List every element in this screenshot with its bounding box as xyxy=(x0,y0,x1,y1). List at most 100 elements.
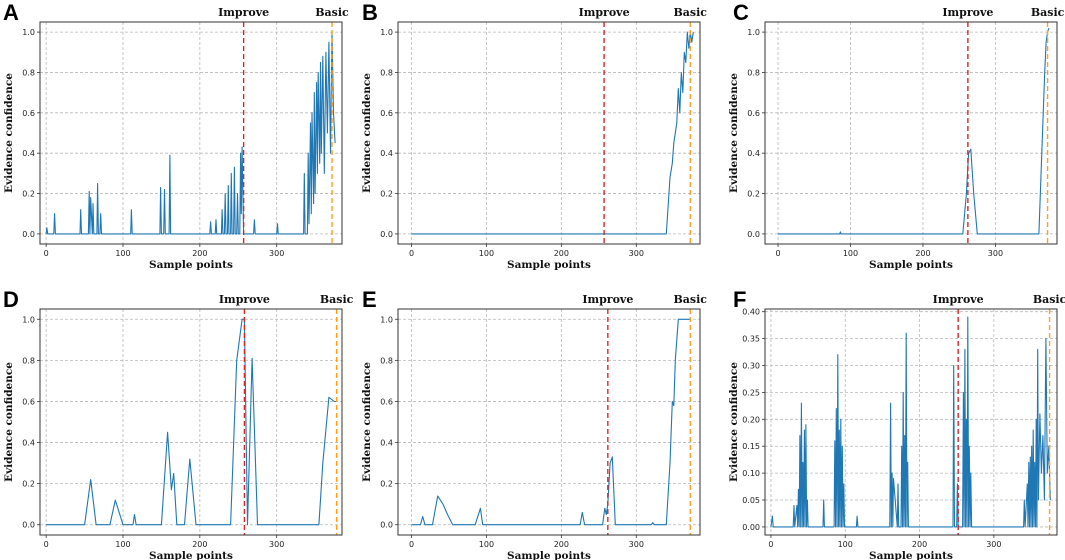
series-line-evidence xyxy=(45,31,336,235)
x-axis-label: Sample points xyxy=(869,259,953,271)
y-tick-label: 0.8 xyxy=(22,68,35,77)
marker-label-basic: Basic xyxy=(1031,6,1065,19)
marker-label-basic: Basic xyxy=(674,6,708,19)
chart-panel-e: E 0 100 200 300 0.0 0.2 0.4 0.6 0.8 1.0 Improve Basi… xyxy=(361,287,707,560)
y-tick-label: 0.0 xyxy=(380,521,393,530)
y-tick-label: 1.0 xyxy=(747,28,760,37)
x-tick-label: 0 xyxy=(409,540,414,549)
y-tick-label: 0.6 xyxy=(22,109,35,118)
y-tick-label: 0.2 xyxy=(380,480,393,489)
y-tick-label: 0.30 xyxy=(742,362,760,371)
x-tick-label: 300 xyxy=(629,540,644,549)
x-tick-label: 0 xyxy=(44,540,49,549)
y-tick-label: 0.35 xyxy=(742,335,760,344)
y-tick-label: 1.0 xyxy=(380,315,393,324)
marker-label-improve: Improve xyxy=(933,293,984,306)
panel-letter: E xyxy=(362,287,377,312)
x-tick-label: 200 xyxy=(554,540,569,549)
series-line-evidence xyxy=(46,318,337,526)
y-tick-label: 0.10 xyxy=(742,469,760,478)
y-tick-label: 0.0 xyxy=(747,230,760,239)
panel-letter: C xyxy=(733,0,749,25)
x-tick-label: 300 xyxy=(988,249,1003,258)
plot-frame xyxy=(764,308,1058,536)
x-tick-label: 100 xyxy=(115,249,130,258)
series-line-evidence xyxy=(770,316,1051,528)
x-tick-label: 200 xyxy=(915,249,930,258)
y-axis-label: Evidence confidence xyxy=(361,73,373,193)
series-line-evidence xyxy=(411,31,694,235)
x-tick-label: 0 xyxy=(44,249,49,258)
chart-panel-f: F 0 100 200 300 0.00 0.05 0.10 0.15 0.20 0.25 0.30 0… xyxy=(728,287,1065,560)
y-axis-label: Evidence confidence xyxy=(361,362,373,482)
chart-panel-d: D 0 100 200 300 0.0 0.2 0.4 0.6 0.8 1.0 Improve Basi… xyxy=(3,287,354,560)
x-tick-label: 100 xyxy=(479,540,494,549)
y-tick-label: 0.20 xyxy=(742,415,760,424)
y-tick-label: 0.15 xyxy=(742,442,760,451)
panel-letter: F xyxy=(733,287,746,312)
y-axis-label: Evidence confidence xyxy=(3,73,15,193)
marker-label-improve: Improve xyxy=(942,6,993,19)
y-tick-label: 0.6 xyxy=(22,397,35,406)
y-axis-label: Evidence confidence xyxy=(3,362,15,482)
y-tick-label: 0.2 xyxy=(22,480,35,489)
y-tick-label: 0.6 xyxy=(380,397,393,406)
x-axis-label: Sample points xyxy=(507,259,591,271)
x-tick-label: 200 xyxy=(192,540,207,549)
y-tick-label: 0.8 xyxy=(380,68,393,77)
marker-label-improve: Improve xyxy=(579,6,630,19)
x-tick-label: 300 xyxy=(629,249,644,258)
marker-label-basic: Basic xyxy=(1033,293,1065,306)
x-tick-label: 100 xyxy=(843,249,858,258)
marker-label-basic: Basic xyxy=(315,6,349,19)
x-tick-label: 300 xyxy=(986,540,1001,549)
y-tick-label: 0.4 xyxy=(22,439,35,448)
x-tick-label: 300 xyxy=(269,249,284,258)
plot-frame xyxy=(39,21,343,245)
y-tick-label: 0.8 xyxy=(747,68,760,77)
x-axis-label: Sample points xyxy=(507,550,591,560)
chart-panel-a: A 0 100 200 300 0.0 0.2 0.4 0.6 0.8 1.0 Improve Basi… xyxy=(3,0,349,271)
y-tick-label: 0.40 xyxy=(742,308,760,317)
y-tick-label: 0.4 xyxy=(747,149,760,158)
x-axis-label: Sample points xyxy=(869,550,953,560)
marker-label-basic: Basic xyxy=(320,293,354,306)
x-tick-label: 200 xyxy=(554,249,569,258)
x-tick-label: 200 xyxy=(192,249,207,258)
x-tick-label: 200 xyxy=(912,540,927,549)
marker-label-improve: Improve xyxy=(218,6,269,19)
x-axis-label: Sample points xyxy=(149,550,233,560)
y-tick-label: 1.0 xyxy=(380,28,393,37)
x-tick-label: 100 xyxy=(115,540,130,549)
y-axis-label: Evidence confidence xyxy=(728,73,740,193)
y-tick-label: 0.25 xyxy=(742,388,760,397)
marker-label-improve: Improve xyxy=(582,293,633,306)
panel-letter: D xyxy=(3,287,19,312)
x-tick-label: 100 xyxy=(479,249,494,258)
y-tick-label: 0.0 xyxy=(22,521,35,530)
y-tick-label: 0.05 xyxy=(742,496,760,505)
y-tick-label: 0.4 xyxy=(380,149,393,158)
y-tick-label: 0.8 xyxy=(22,356,35,365)
x-axis-label: Sample points xyxy=(149,259,233,271)
y-tick-label: 0.2 xyxy=(747,190,760,199)
y-tick-label: 0.8 xyxy=(380,356,393,365)
y-tick-label: 1.0 xyxy=(22,315,35,324)
panel-letter: A xyxy=(3,0,19,25)
x-tick-label: 0 xyxy=(768,540,773,549)
panel-letter: B xyxy=(362,0,378,25)
x-tick-label: 0 xyxy=(775,249,780,258)
y-tick-label: 0.00 xyxy=(742,523,760,532)
plot-frame xyxy=(397,21,701,245)
x-tick-label: 300 xyxy=(269,540,284,549)
y-axis-label: Evidence confidence xyxy=(728,362,740,482)
plot-frame xyxy=(39,308,343,536)
y-tick-label: 0.0 xyxy=(380,230,393,239)
marker-label-basic: Basic xyxy=(674,293,708,306)
y-tick-label: 0.6 xyxy=(380,109,393,118)
y-tick-label: 0.6 xyxy=(747,109,760,118)
chart-panel-b: B 0 100 200 300 0.0 0.2 0.4 0.6 0.8 1.0 Improve Basi… xyxy=(361,0,707,271)
x-tick-label: 100 xyxy=(838,540,853,549)
series-line-evidence xyxy=(411,318,691,526)
plot-frame xyxy=(764,21,1058,245)
